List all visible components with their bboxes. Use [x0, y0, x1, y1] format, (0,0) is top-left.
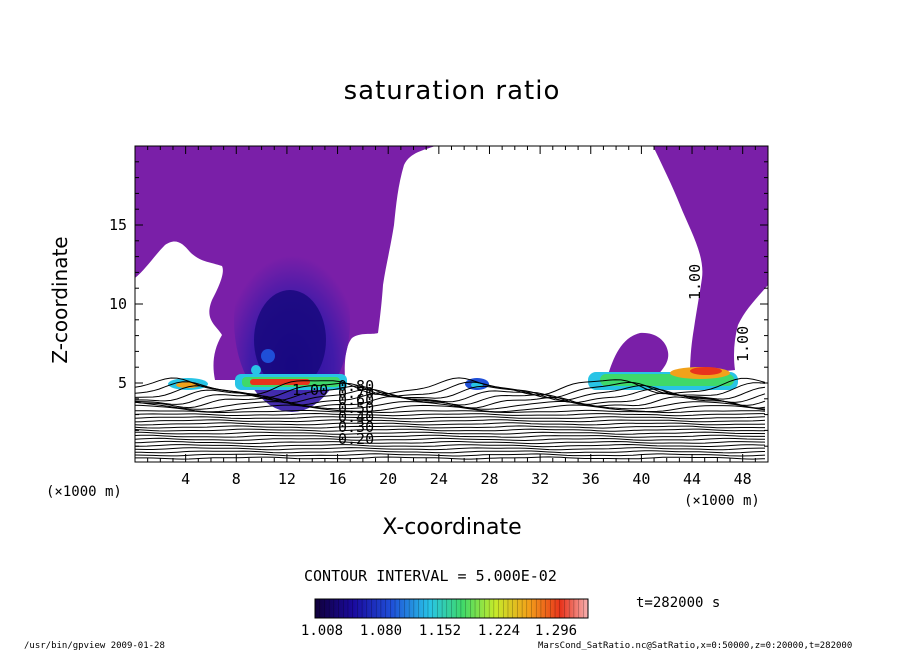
contour-line	[135, 422, 766, 426]
contour-value-label: 1.00	[734, 326, 752, 362]
colorbar-levels	[319, 599, 584, 618]
y-axis-label: Z-coordinate	[48, 236, 72, 364]
contour-line	[135, 453, 766, 457]
x-axis-label: X-coordinate	[382, 515, 522, 540]
contour-lines	[135, 377, 766, 460]
x-tick-label: 44	[683, 470, 701, 488]
x-tick-label: 48	[734, 470, 752, 488]
contour-line	[135, 425, 765, 429]
patch-main-hot	[250, 379, 310, 385]
contour-line	[135, 443, 766, 448]
saturated-region-right	[653, 146, 768, 375]
contour-value-label: 0.20	[338, 430, 374, 448]
contour-value-label: 0.40	[338, 408, 374, 426]
footer-command: /usr/bin/gpview 2009-01-28	[24, 641, 165, 651]
contour-interval-text: CONTOUR INTERVAL = 5.000E-02	[304, 567, 557, 585]
contour-line	[135, 440, 766, 445]
contour-value-label: 0.50	[338, 399, 374, 417]
colorbar-tick-label: 1.008	[300, 623, 344, 639]
x-tick-label: 4	[181, 470, 190, 488]
contour-line	[135, 456, 766, 460]
contour-line	[135, 412, 766, 417]
contour-line	[135, 400, 766, 410]
colorbar-tick-label: 1.224	[477, 623, 521, 639]
x-tick-label: 40	[632, 470, 650, 488]
axis-ticks	[135, 146, 768, 462]
x-unit-label-right: (×1000 m)	[684, 493, 760, 509]
contour-value-label: 1.00	[686, 264, 704, 300]
colorbar-tick-label: 1.152	[418, 623, 462, 639]
x-tick-label: 20	[379, 470, 397, 488]
x-tick-label: 8	[232, 470, 241, 488]
contour-line	[135, 419, 766, 423]
y-tick-label: 5	[118, 374, 127, 392]
contour-value-label: 0.80	[338, 377, 374, 395]
contour-value-label: 0.70	[338, 384, 374, 402]
patch-right-core	[690, 367, 722, 375]
patch-main-blob	[261, 349, 275, 363]
cloud-core-inner	[254, 290, 326, 390]
x-tick-label: 24	[430, 470, 448, 488]
contour-line	[135, 409, 766, 414]
x-tick-label: 32	[531, 470, 549, 488]
x-tick-label: 36	[582, 470, 600, 488]
plot-area	[135, 146, 768, 460]
contour-line	[135, 434, 765, 438]
contour-line	[135, 416, 766, 420]
patch-main-blob2	[251, 365, 261, 375]
contour-line	[135, 404, 766, 413]
x-unit-label-left: (×1000 m)	[46, 484, 122, 500]
contour-value-label: 0.30	[338, 418, 374, 436]
x-tick-label: 16	[329, 470, 347, 488]
chart-title: saturation ratio	[343, 76, 561, 106]
y-tick-label: 10	[109, 295, 127, 313]
x-tick-label: 12	[278, 470, 296, 488]
saturated-region-bump	[605, 332, 669, 385]
contour-line	[135, 377, 766, 396]
contour-value-label: 0.60	[338, 391, 374, 409]
colorbar-tick-label: 1.296	[534, 623, 578, 639]
contour-line	[135, 447, 765, 451]
contour-value-label: 1.00	[292, 381, 328, 399]
footer-file-info: MarsCond_SatRatio.nc@SatRatio,x=0:50000,…	[538, 641, 853, 651]
x-tick-label: 28	[480, 470, 498, 488]
contour-line	[135, 450, 766, 454]
time-label: t=282000 s	[636, 595, 721, 611]
contour-line	[135, 431, 766, 435]
colorbar-tick-label: 1.080	[359, 623, 403, 639]
y-tick-label: 15	[109, 216, 127, 234]
contour-label-group: 1.00 1.00 1.00 0.200.300.400.500.600.700.80	[292, 264, 752, 448]
contour-line	[135, 437, 765, 442]
contour-line	[135, 428, 766, 432]
